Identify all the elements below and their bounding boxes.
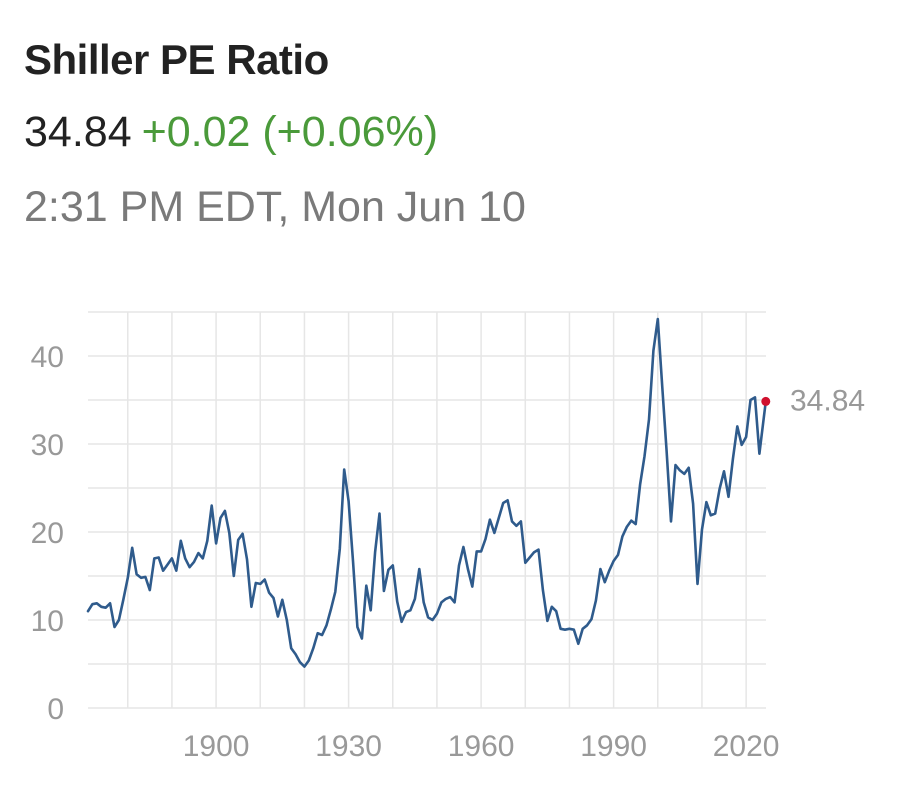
y-tick-label: 20 [31,517,64,550]
y-tick-label: 40 [31,341,64,374]
y-tick-label: 30 [31,429,64,462]
last-point-dot [761,396,771,406]
x-tick-label: 1930 [315,730,382,763]
page-title: Shiller PE Ratio [24,36,329,83]
y-tick-label: 10 [31,605,64,638]
x-tick-label: 2020 [713,730,780,763]
timestamp: 2:31 PM EDT, Mon Jun 10 [24,183,526,231]
current-value: 34.84 [24,108,132,156]
y-tick-label: 0 [47,693,64,726]
y-axis-ticks: 0 10 20 30 40 [31,341,64,726]
x-tick-label: 1960 [448,730,515,763]
series-line [86,317,768,668]
last-point-marker: 34.84 [761,384,865,417]
last-value-label: 34.84 [790,384,865,417]
x-tick-label: 1900 [183,730,250,763]
change-value: +0.02 (+0.06%) [141,108,439,156]
chart-series [86,317,768,668]
x-axis-ticks: 1900 1930 1960 1990 2020 [183,730,780,763]
price-line: 34.84 +0.02 (+0.06%) [24,108,438,157]
x-tick-label: 1990 [580,730,647,763]
chart-grid [88,311,766,709]
